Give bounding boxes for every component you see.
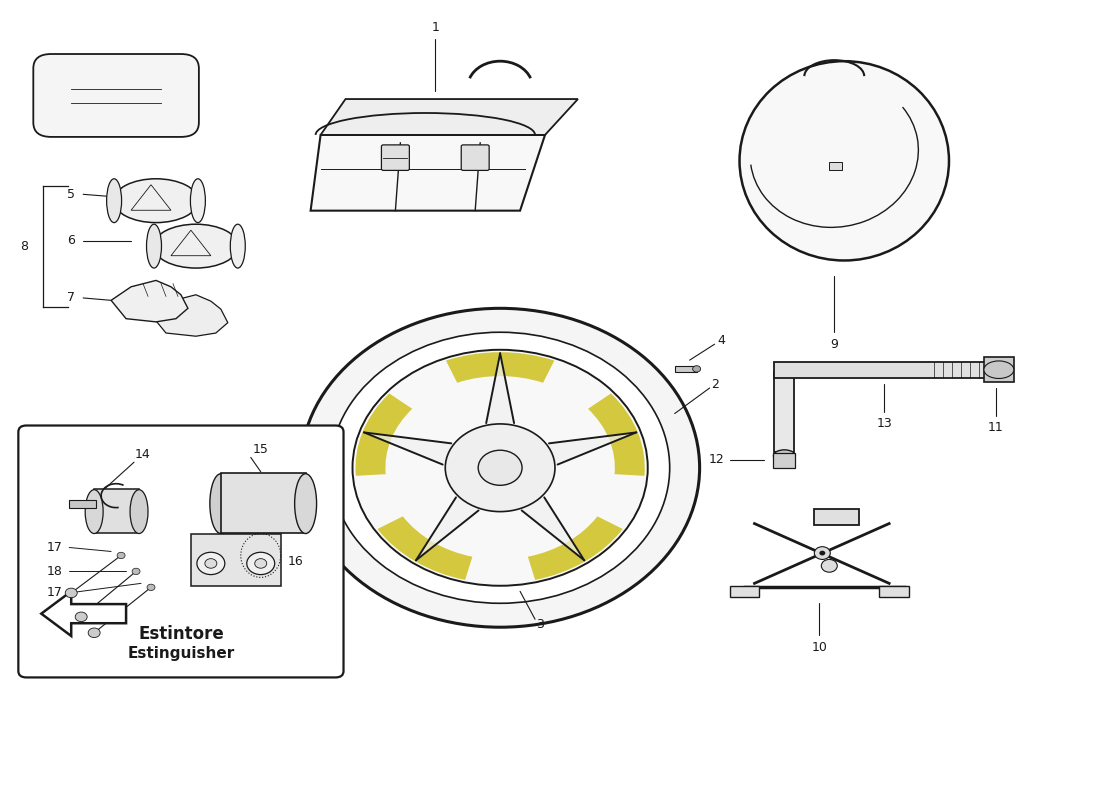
Circle shape — [814, 546, 830, 559]
FancyBboxPatch shape — [33, 54, 199, 137]
Ellipse shape — [154, 224, 239, 268]
Circle shape — [246, 552, 275, 574]
Circle shape — [132, 568, 140, 574]
Circle shape — [65, 588, 77, 598]
Polygon shape — [42, 591, 127, 636]
Bar — [774, 362, 989, 378]
Polygon shape — [416, 498, 478, 560]
FancyBboxPatch shape — [19, 426, 343, 678]
Polygon shape — [310, 135, 544, 210]
Ellipse shape — [130, 490, 148, 534]
Text: 17: 17 — [46, 586, 63, 599]
Polygon shape — [549, 432, 636, 465]
Bar — [983, 357, 1014, 382]
Text: 14: 14 — [135, 448, 151, 461]
Ellipse shape — [190, 178, 206, 222]
Polygon shape — [521, 498, 584, 560]
Bar — [774, 372, 794, 452]
Bar — [879, 586, 909, 597]
FancyBboxPatch shape — [461, 145, 490, 170]
Circle shape — [331, 332, 670, 603]
Text: 1: 1 — [431, 21, 439, 34]
Circle shape — [255, 558, 266, 568]
Ellipse shape — [107, 178, 122, 222]
Ellipse shape — [210, 474, 232, 534]
Circle shape — [300, 308, 700, 627]
Text: 6: 6 — [67, 234, 75, 247]
Circle shape — [117, 552, 125, 558]
Ellipse shape — [295, 474, 317, 534]
Circle shape — [75, 612, 87, 622]
Text: 12: 12 — [708, 454, 725, 466]
Wedge shape — [588, 394, 645, 476]
Text: 10: 10 — [812, 641, 827, 654]
Polygon shape — [486, 354, 514, 423]
Circle shape — [205, 558, 217, 568]
Polygon shape — [111, 281, 188, 322]
Bar — [674, 366, 696, 372]
Text: 16: 16 — [288, 554, 304, 567]
Circle shape — [352, 350, 648, 586]
Wedge shape — [377, 516, 472, 580]
Text: 11: 11 — [988, 422, 1003, 434]
Ellipse shape — [773, 450, 795, 462]
Ellipse shape — [113, 178, 198, 222]
Ellipse shape — [230, 224, 245, 268]
Text: for parts since 1985: for parts since 1985 — [395, 346, 667, 518]
Bar — [829, 162, 843, 170]
Text: 17: 17 — [46, 541, 63, 554]
Bar — [729, 586, 759, 597]
Text: 9: 9 — [830, 338, 838, 350]
Wedge shape — [446, 352, 554, 382]
Bar — [814, 510, 859, 525]
Text: 2: 2 — [711, 378, 718, 390]
Polygon shape — [320, 99, 578, 135]
Circle shape — [693, 366, 701, 372]
Bar — [95, 490, 139, 533]
Ellipse shape — [739, 61, 949, 261]
Bar — [773, 454, 795, 468]
Circle shape — [820, 550, 825, 555]
Circle shape — [88, 628, 100, 638]
Circle shape — [478, 450, 522, 486]
Text: 7: 7 — [67, 291, 75, 305]
Circle shape — [197, 552, 224, 574]
Text: 3: 3 — [536, 618, 544, 631]
Bar — [221, 474, 306, 533]
Ellipse shape — [983, 361, 1014, 378]
Circle shape — [822, 559, 837, 572]
Polygon shape — [364, 432, 451, 465]
Wedge shape — [528, 516, 623, 580]
Wedge shape — [355, 394, 412, 476]
Bar — [69, 500, 96, 508]
Text: 4: 4 — [717, 334, 726, 346]
Circle shape — [446, 424, 556, 512]
Text: 18: 18 — [46, 565, 63, 578]
Text: 15: 15 — [253, 443, 268, 456]
Text: Estintore: Estintore — [139, 626, 223, 643]
Circle shape — [147, 584, 155, 590]
Bar — [191, 534, 280, 586]
Ellipse shape — [85, 490, 103, 534]
Text: Estinguisher: Estinguisher — [128, 646, 234, 661]
Text: 5: 5 — [67, 188, 75, 201]
Polygon shape — [151, 294, 228, 336]
Ellipse shape — [146, 224, 162, 268]
FancyBboxPatch shape — [382, 145, 409, 170]
Text: a passion: a passion — [520, 327, 676, 434]
Text: 13: 13 — [877, 418, 892, 430]
Text: 8: 8 — [20, 241, 29, 254]
